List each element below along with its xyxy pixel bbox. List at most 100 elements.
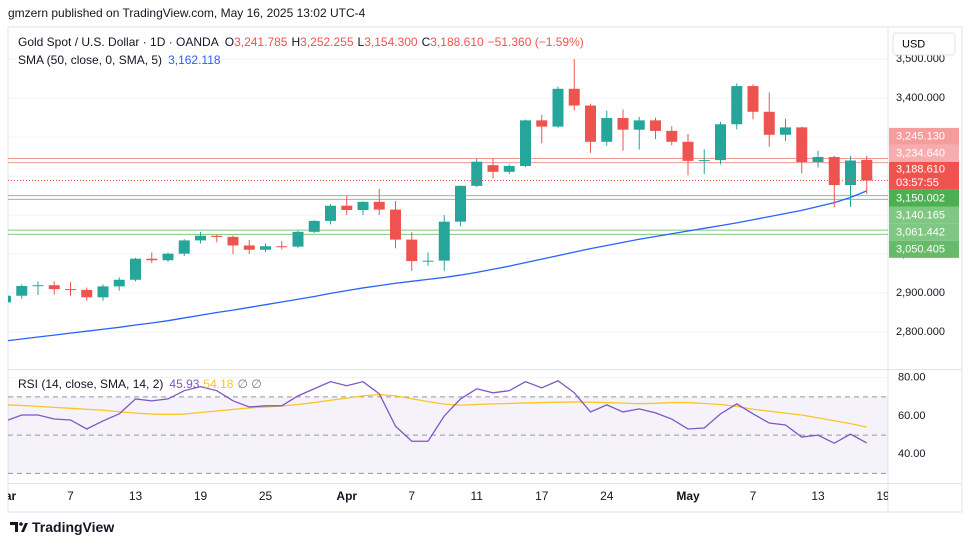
x-tick-label: Mar	[0, 489, 16, 503]
currency: USD	[902, 38, 925, 50]
time-axis: Mar 7 13 19 25 Apr 7 11 17 24 May 7 13 19	[0, 489, 890, 503]
y-tick-label: 2,800.000	[896, 326, 945, 338]
candle-body	[666, 130, 678, 142]
candle-body	[617, 118, 629, 130]
candle-body	[276, 246, 288, 248]
ohlc-key: C	[421, 35, 431, 49]
level-label: 3,140.165	[896, 209, 945, 221]
x-tick-label: May	[676, 489, 700, 503]
indicator-value: 54.18	[203, 377, 234, 391]
legend-title: Gold Spot / U.S. Dollar · 1D · OANDA	[18, 35, 219, 49]
candle-body	[308, 220, 320, 232]
footer-brand: TradingView	[32, 519, 115, 535]
candle-body	[698, 160, 710, 162]
candle-body	[8, 295, 11, 303]
x-tick-label: 19	[194, 489, 208, 503]
indicator-line	[8, 190, 867, 342]
level-label-box	[889, 144, 959, 162]
y-tick-label: 80.00	[898, 372, 926, 384]
indicator-name: SMA (50, close, 0, SMA, 5)	[18, 53, 163, 67]
candle-body	[601, 118, 613, 142]
candle-body	[503, 165, 515, 172]
candle-body	[455, 185, 466, 222]
candle-body	[845, 160, 856, 186]
candle-body	[373, 201, 385, 210]
countdown-label: 03:57:55	[896, 177, 939, 189]
level-label: 3,245.130	[896, 130, 945, 142]
candle-body	[796, 127, 808, 163]
y-tick-label: 40.00	[898, 448, 926, 460]
candle-body	[130, 258, 141, 280]
logo-mark	[21, 523, 28, 532]
indicator-line	[8, 393, 867, 428]
candle-body	[828, 156, 840, 186]
candle-body	[48, 285, 60, 290]
ohlc-key: L	[357, 35, 365, 49]
indicator-extra: ∅ ∅	[237, 377, 262, 391]
x-tick-label: 25	[259, 489, 273, 503]
y-tick-label: 60.00	[898, 410, 926, 422]
x-tick-label: 24	[600, 489, 614, 503]
x-tick-label: 11	[471, 489, 484, 503]
candle-body	[812, 156, 824, 163]
candle-body	[422, 260, 434, 262]
candle-body	[715, 124, 726, 161]
level-label-box	[889, 206, 959, 224]
last-price-label: 3,188.610	[896, 163, 945, 175]
candle-body	[195, 235, 206, 241]
candle-body	[471, 161, 483, 186]
candle-body	[292, 231, 304, 247]
x-tick-label: 17	[535, 489, 549, 503]
y-tick-label: 3,400.000	[896, 92, 945, 104]
price-axis: 2,800.0002,900.0003,000.0003,100.0003,20…	[889, 53, 959, 460]
x-tick-label: 19	[876, 489, 890, 503]
x-tick-label: 7	[750, 489, 757, 503]
ohlc-value: 3,188.610	[430, 35, 484, 49]
candle-body	[406, 239, 418, 262]
candle-body	[633, 120, 645, 130]
level-label-box	[889, 127, 959, 145]
x-tick-label: 13	[129, 489, 143, 503]
candle-body	[438, 221, 450, 261]
x-tick-label: 7	[408, 489, 415, 503]
candle-body	[520, 120, 531, 166]
level-label: 3,050.405	[896, 243, 945, 255]
candle-body	[568, 88, 580, 106]
candle-body	[227, 236, 239, 246]
candle-body	[243, 245, 255, 250]
y-tick-label: 3,500.000	[896, 53, 945, 65]
chart-frame	[7, 26, 963, 513]
ohlc-key: H	[291, 35, 301, 49]
candle-body	[650, 120, 661, 131]
price-pane	[8, 58, 888, 342]
rsi-legend: RSI (14, close, SMA, 14, 2) 45.93 54.18 ∅ ∅	[18, 375, 266, 393]
indicator-line	[8, 379, 868, 444]
candle-body	[536, 120, 548, 127]
candle-body	[780, 127, 791, 135]
candle-body	[162, 253, 174, 261]
candle-body	[487, 165, 499, 172]
candle-body	[32, 285, 44, 287]
candle-body	[260, 246, 271, 250]
last-price-box	[889, 161, 959, 190]
ohlc-value: 3,252.255	[300, 35, 354, 49]
logo-mark	[10, 522, 18, 532]
ohlc-key: O	[224, 35, 235, 49]
level-label-box	[889, 240, 959, 258]
candle-body	[763, 111, 775, 135]
level-label: 3,061.442	[896, 226, 945, 238]
candle-body	[731, 86, 743, 125]
candle-body	[146, 258, 158, 261]
logo	[10, 522, 28, 532]
candle-body	[861, 159, 873, 181]
ohlc-value: 3,154.300	[364, 35, 418, 49]
candle-body	[113, 279, 125, 287]
logo-dot	[19, 522, 23, 526]
y-tick-label: 2,900.000	[896, 287, 945, 299]
change: −51.360 (−1.59%)	[487, 35, 584, 49]
currency-button[interactable]	[892, 32, 956, 56]
candle-body	[65, 289, 76, 291]
indicator-name: RSI (14, close, SMA, 14, 2)	[18, 377, 164, 391]
candle-body	[357, 201, 369, 210]
